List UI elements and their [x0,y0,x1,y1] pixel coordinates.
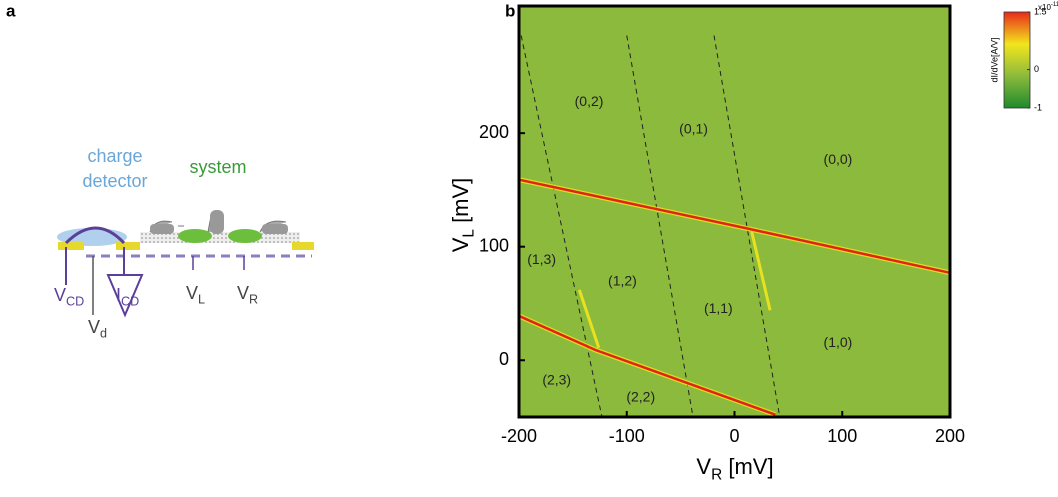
colorbar [1003,11,1031,109]
region-label: (1,0) [824,334,853,350]
diagram-label: detector [82,171,147,191]
x-tick-label: 200 [935,426,965,446]
x-axis-label: VR [mV] [696,454,773,484]
colorbar-tick-label: -1 [1034,102,1042,112]
diagram-label: ICD [116,285,139,309]
transition-line [520,35,603,418]
region-label: (1,1) [704,300,733,316]
transition-line [750,231,772,311]
y-tick-label: 200 [479,122,509,142]
heatmap-background [519,6,950,417]
colorbar-tick-label: 0 [1034,64,1039,74]
diagram-label: VL [186,283,205,307]
y-tick-label: 100 [479,235,509,255]
x-tick-label: -200 [501,426,537,446]
x-tick-label: 100 [827,426,857,446]
diagram-label: VR [237,283,258,307]
colorbar-label: dI/dVe[A/V] [989,37,999,82]
region-label: (0,0) [824,151,853,167]
transition-line [626,35,694,418]
panel-label: a [6,1,16,20]
diagram-label: VCD [54,285,84,309]
transition-line [518,314,776,416]
device-diagram [57,210,314,318]
diagram-label: charge [87,146,142,166]
region-label: (2,3) [542,371,571,387]
region-label: (0,1) [679,120,708,136]
transition-line [577,289,601,349]
region-label: (2,2) [626,388,655,404]
diagram-label: system [189,157,246,177]
x-tick-label: 0 [729,426,739,446]
colorbar-tick-label: 1.5 [1034,6,1047,16]
transition-line [518,178,951,275]
region-label: (1,2) [608,273,637,289]
colorbar-scale: x10-11 [1038,2,1058,13]
x-tick-label: -100 [609,426,645,446]
y-tick-label: 0 [499,349,509,369]
region-label: (1,3) [527,251,556,267]
region-label: (0,2) [575,93,604,109]
panel-label: b [505,1,515,20]
diagram-label: Vd [88,317,107,341]
y-axis-label: VL [mV] [448,178,478,253]
